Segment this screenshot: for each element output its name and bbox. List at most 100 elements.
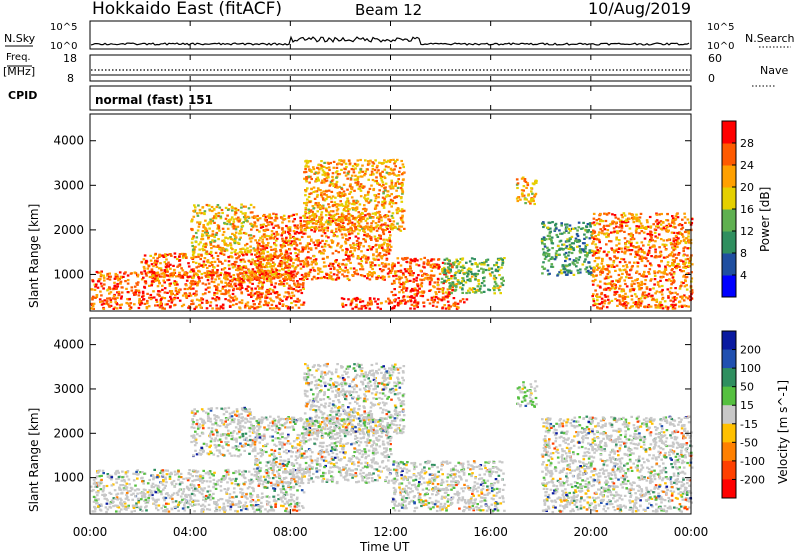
data-cell [255, 266, 259, 269]
data-cell [392, 220, 396, 223]
data-cell [194, 306, 198, 309]
data-cell [287, 231, 290, 234]
data-cell [301, 284, 305, 287]
data-cell [668, 278, 671, 281]
data-cell [214, 214, 217, 217]
data-cell [476, 285, 480, 288]
data-cell [192, 274, 196, 277]
data-cell [161, 284, 164, 287]
data-cell [157, 273, 161, 276]
data-cell [624, 268, 627, 271]
data-cell [489, 274, 493, 277]
data-cell [671, 219, 674, 222]
data-cell [609, 231, 613, 234]
data-cell [155, 298, 158, 301]
data-cell [287, 258, 290, 261]
data-cell [598, 231, 601, 234]
data-cell [338, 191, 342, 194]
data-cell [683, 294, 686, 297]
data-cell [419, 283, 423, 286]
data-cell [245, 275, 249, 278]
data-cell [321, 257, 325, 260]
data-cell [441, 292, 445, 295]
data-cell [280, 256, 284, 260]
data-cell [599, 213, 602, 216]
data-cell [116, 282, 119, 286]
data-cell [315, 190, 319, 193]
data-cell [641, 291, 645, 294]
data-cell [452, 297, 456, 300]
data-cell [386, 190, 390, 193]
data-cell [299, 283, 302, 286]
data-cell [262, 276, 266, 279]
data-cell [209, 250, 213, 253]
data-cell [312, 255, 316, 258]
data-cell [209, 241, 213, 244]
data-cell [299, 228, 303, 232]
data-cell [574, 239, 577, 243]
data-cell [599, 247, 602, 250]
data-cell [563, 268, 566, 271]
data-cell [211, 217, 215, 220]
data-cell [300, 303, 303, 306]
data-cell [464, 281, 468, 284]
data-cell [201, 206, 205, 209]
data-cell [474, 275, 478, 278]
data-cell [162, 272, 165, 275]
data-cell [340, 228, 344, 231]
data-cell [221, 262, 224, 265]
data-cell [286, 226, 290, 229]
data-cell [682, 266, 685, 269]
data-cell [616, 279, 620, 282]
data-cell [596, 263, 600, 266]
data-cell [196, 229, 200, 232]
data-cell [503, 257, 506, 260]
data-cell [95, 283, 98, 286]
data-cell [401, 183, 404, 186]
data-cell [375, 239, 378, 242]
data-cell [176, 283, 179, 286]
data-cell [522, 189, 525, 192]
data-cell [192, 269, 195, 273]
data-cell [237, 264, 240, 268]
data-cell [247, 268, 250, 271]
data-cell [281, 228, 284, 231]
data-cell [115, 274, 118, 277]
data-cell [181, 276, 184, 279]
data-cell [215, 271, 219, 274]
data-cell [310, 177, 313, 181]
data-cell [423, 272, 426, 275]
data-cell [270, 299, 273, 302]
data-cell [267, 259, 270, 262]
data-cell [288, 232, 291, 235]
data-cell [438, 287, 441, 291]
data-cell [345, 238, 348, 241]
data-cell [148, 296, 151, 299]
data-cell [170, 291, 173, 294]
data-cell [288, 272, 291, 275]
data-cell [227, 291, 230, 294]
data-cell [381, 204, 385, 207]
data-cell [635, 241, 639, 244]
data-cell [435, 293, 438, 296]
data-cell [382, 206, 386, 209]
freq-tick-bottom: 8 [67, 72, 74, 85]
data-cell [647, 292, 651, 295]
data-cell [593, 237, 596, 240]
data-cell [434, 263, 437, 266]
data-cell [622, 289, 626, 293]
data-cell [163, 287, 167, 290]
data-cell [109, 298, 113, 301]
data-cell [429, 276, 432, 279]
data-cell [324, 180, 327, 183]
data-cell [192, 260, 195, 264]
data-cell [155, 300, 159, 303]
data-cell [640, 259, 644, 263]
data-cell [667, 222, 671, 225]
data-cell [619, 223, 622, 226]
data-cell [350, 196, 354, 199]
data-cell [599, 307, 602, 310]
data-cell [173, 280, 177, 283]
data-cell [296, 280, 299, 283]
data-cell [270, 265, 274, 268]
